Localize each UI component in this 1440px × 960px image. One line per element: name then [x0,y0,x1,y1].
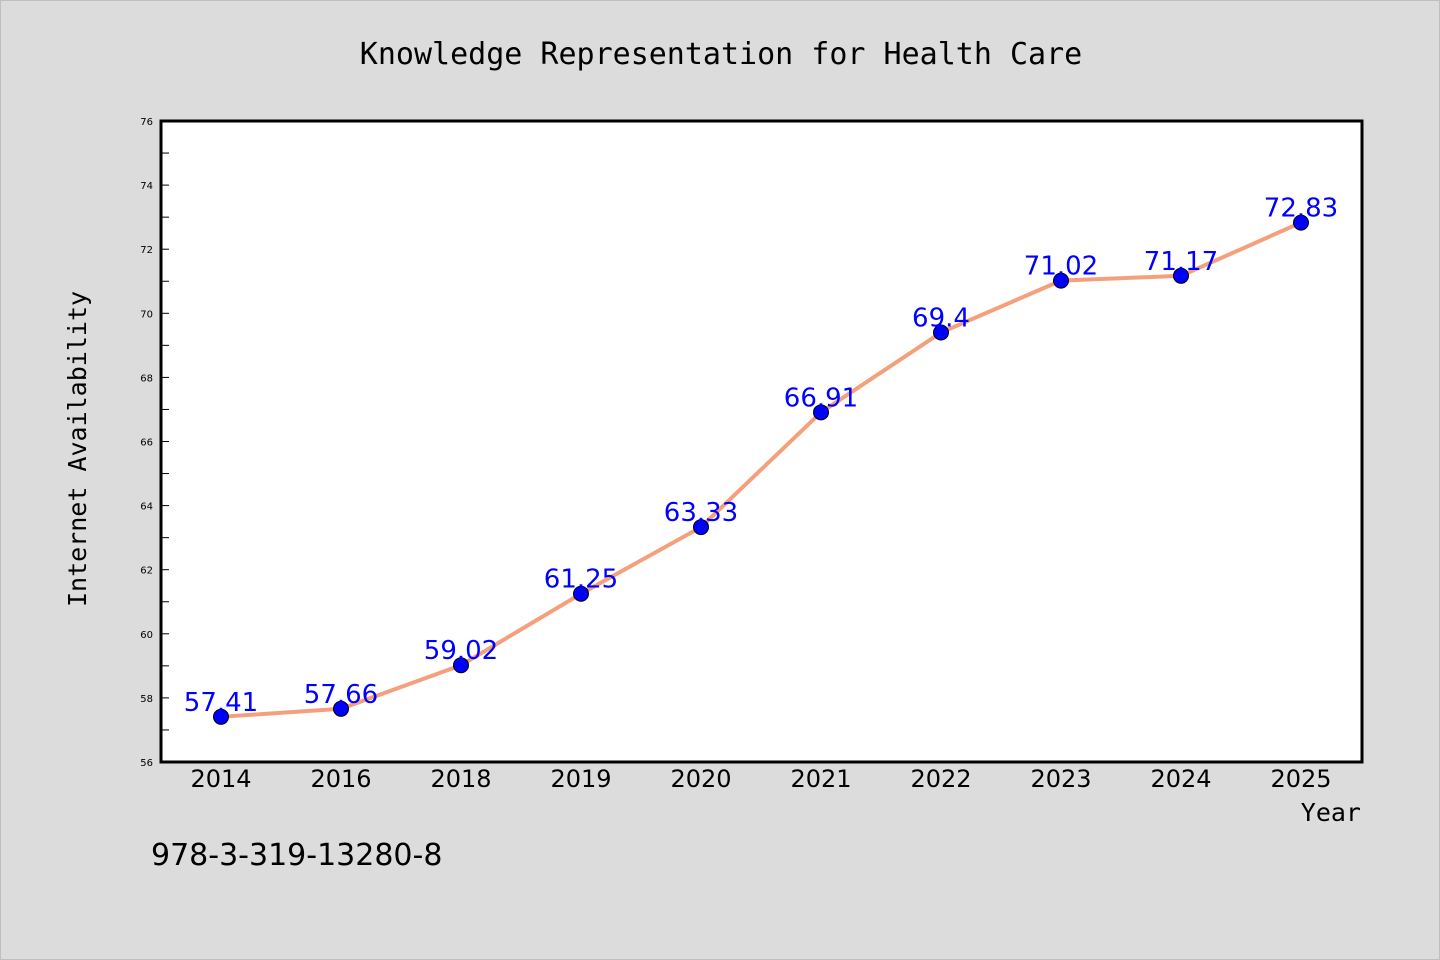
y-axis-label: Internet Availability [63,291,92,607]
data-point [1293,214,1309,231]
x-tick-label: 2024 [1150,765,1211,793]
y-tick-label: 72 [140,245,153,256]
x-tick-label: 2021 [790,765,851,793]
data-label: 71.17 [1144,247,1218,277]
data-label: 69.4 [912,304,970,334]
x-tick-label: 2016 [310,765,371,793]
data-point [333,700,349,717]
isbn-text: 978-3-319-13280-8 [151,838,442,873]
y-tick-label: 60 [140,630,153,641]
data-point [573,585,589,602]
data-label: 57.66 [304,680,378,710]
data-label: 72.83 [1264,194,1338,224]
x-axis-label: Year [1301,798,1361,827]
data-point [693,519,709,536]
y-tick-label: 66 [140,438,153,449]
y-tick-label: 64 [140,502,153,513]
y-tick-label: 62 [140,566,153,577]
data-point [813,404,829,421]
y-tick-label: 58 [140,694,153,705]
series-line [219,220,1303,719]
plot-area [159,119,1364,764]
data-label: 59.02 [424,636,498,666]
data-label: 57.41 [184,688,258,718]
x-tick-label: 2019 [550,765,611,793]
y-tick-label: 70 [140,309,153,320]
x-tick-label: 2022 [910,765,971,793]
data-label: 71.02 [1024,252,1098,282]
data-label: 61.25 [544,565,618,595]
data-point [453,657,469,674]
y-tick-label: 68 [140,373,153,384]
y-tick-label: 74 [140,181,153,192]
x-tick-label: 2025 [1270,765,1331,793]
x-tick-label: 2014 [190,765,251,793]
data-point [1173,267,1189,284]
data-label: 63.33 [664,498,738,528]
y-tick-label: 76 [140,117,153,128]
data-point [1053,272,1069,289]
chart-title: Knowledge Representation for Health Care [360,37,1082,72]
x-tick-label: 2023 [1030,765,1091,793]
y-axis: 56 58 60 62 64 66 68 70 72 74 76 [140,117,169,769]
x-tick-label: 2018 [430,765,491,793]
x-axis: 2014 2016 2018 2019 2020 2021 2022 2023 2024 2025 [190,765,1331,793]
data-point [933,324,949,341]
data-point [213,708,229,725]
y-tick-label: 56 [140,758,153,769]
series-layer: 57.41 57.66 59.02 61.25 63.33 66.91 69.4 71.02 7… [184,194,1338,725]
data-label: 66.91 [784,383,858,413]
x-tick-label: 2020 [670,765,731,793]
